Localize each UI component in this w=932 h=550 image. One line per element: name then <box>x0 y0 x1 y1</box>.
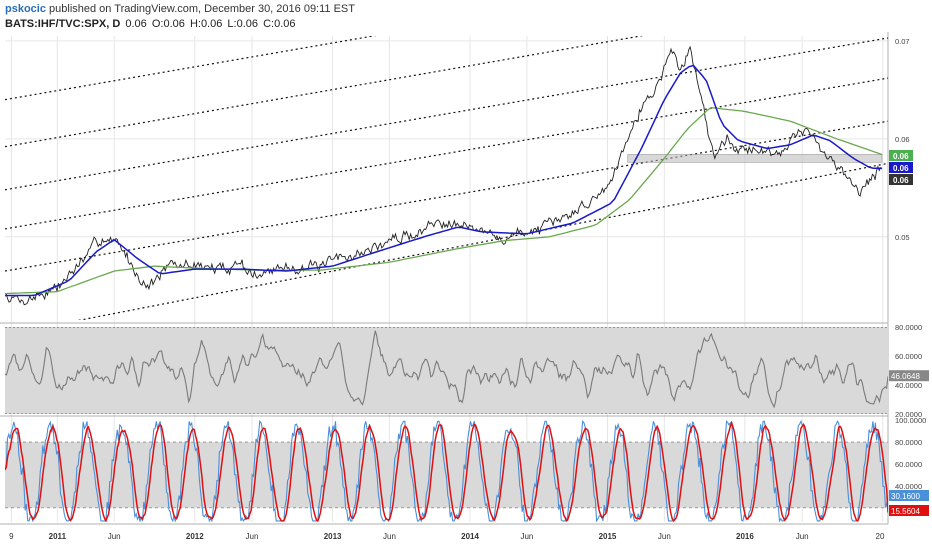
low-value: L:0.06 <box>227 18 259 30</box>
time-axis-tick-label: 2012 <box>186 532 204 541</box>
grid <box>0 32 889 525</box>
rsi-line[interactable] <box>5 330 888 409</box>
time-axis-tick-label: 2013 <box>324 532 342 541</box>
time-axis-tick-label: 9 <box>9 532 14 541</box>
time-axis-tick-label: 20 <box>876 532 885 541</box>
publish-info: pskocic published on TradingView.com, De… <box>5 3 355 15</box>
price-axis-tick-label: 0.06 <box>895 135 910 144</box>
trend-channel-line[interactable] <box>5 37 888 191</box>
rsi-axis-tick-label: 40.0000 <box>895 381 922 390</box>
stochastic-k-value-label: 30.1600 <box>891 492 920 501</box>
axes: 0.07 0.06 0.05 0.06 0.06 0.06 80.0000 60.0000 40… <box>9 37 929 541</box>
price-ratio-line[interactable] <box>5 45 883 306</box>
rsi-value-label: 46.0648 <box>891 372 920 381</box>
trend-channel-line[interactable] <box>5 77 888 230</box>
time-axis-tick-label: Jun <box>246 532 259 541</box>
price-label-box <box>889 174 913 185</box>
time-axis-tick-label: Jun <box>520 532 533 541</box>
trend-channel-line[interactable] <box>5 0 888 148</box>
stochastic-d-value-box <box>889 505 929 516</box>
last-value: 0.06 <box>125 18 147 30</box>
price-label-text: 0.06 <box>893 152 909 161</box>
close-value: C:0.06 <box>263 18 296 30</box>
support-zone[interactable] <box>627 154 883 163</box>
stochastic-pane[interactable] <box>5 419 888 522</box>
fast-moving-average-line[interactable] <box>5 64 882 297</box>
high-value: H:0.06 <box>189 18 223 30</box>
price-label-box <box>889 162 913 173</box>
price-label-text: 0.06 <box>893 176 909 185</box>
rsi-axis-tick-label: 80.0000 <box>895 323 922 332</box>
rsi-pane[interactable] <box>5 327 888 414</box>
stochastic-axis-tick-label: 80.0000 <box>895 438 922 447</box>
time-axis-tick-label: Jun <box>383 532 396 541</box>
symbol-legend: BATS:IHF/TVC:SPX, D 0.06 O:0.06 H:0.06 L… <box>5 18 298 30</box>
publish-text: published on TradingView.com, December 3… <box>49 3 355 15</box>
price-label-text: 0.06 <box>893 164 909 173</box>
stochastic-d-value-label: 15.5604 <box>891 507 920 516</box>
author-link[interactable]: pskocic <box>5 3 46 15</box>
time-axis-tick-label: 2015 <box>599 532 617 541</box>
time-axis-tick-label: 2016 <box>736 532 754 541</box>
open-value: O:0.06 <box>151 18 185 30</box>
trend-channel-line[interactable] <box>5 120 888 272</box>
slow-moving-average-line[interactable] <box>5 106 883 295</box>
stochastic-k-line[interactable] <box>5 419 888 522</box>
time-axis-tick-label: Jun <box>796 532 809 541</box>
trend-channel-line[interactable] <box>5 0 888 101</box>
stochastic-axis-tick-label: 60.0000 <box>895 460 922 469</box>
rsi-band <box>5 327 888 414</box>
stochastic-k-value-box <box>889 490 929 501</box>
symbol-name[interactable]: BATS:IHF/TVC:SPX, D <box>5 18 121 30</box>
stochastic-axis-tick-label: 100.0000 <box>895 416 926 425</box>
rsi-value-box <box>889 370 929 382</box>
stochastic-d-line[interactable] <box>5 420 888 522</box>
stochastic-axis-tick-label: 40.0000 <box>895 482 922 491</box>
time-axis-tick-label: 2014 <box>461 532 479 541</box>
price-axis-tick-label: 0.05 <box>895 233 910 242</box>
time-axis-tick-label: Jun <box>658 532 671 541</box>
time-axis-tick-label: Jun <box>108 532 121 541</box>
rsi-axis-tick-label: 60.0000 <box>895 352 922 361</box>
trend-channel-line[interactable] <box>5 162 888 334</box>
price-axis-tick-label: 0.07 <box>895 37 910 46</box>
time-axis-tick-label: 2011 <box>49 532 67 541</box>
price-label-box <box>889 150 913 161</box>
price-pane[interactable] <box>5 0 888 335</box>
rsi-axis-tick-label: 20.0000 <box>895 410 922 419</box>
